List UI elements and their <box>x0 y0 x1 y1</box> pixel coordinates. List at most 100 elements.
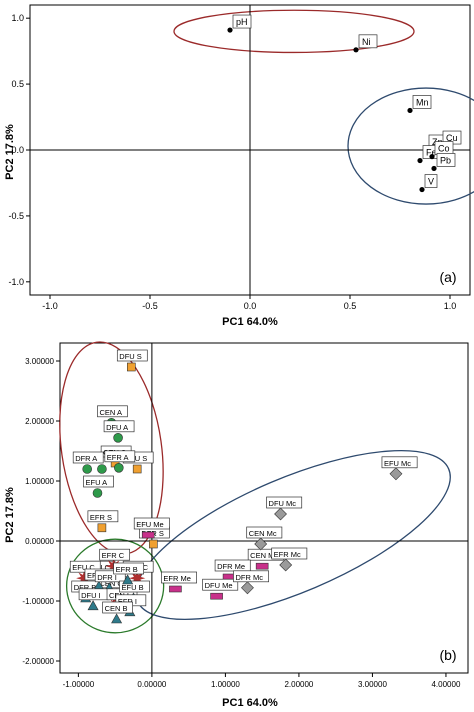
score-label-box <box>102 601 133 614</box>
score-label-text: EFU S <box>125 454 147 463</box>
y-tick-label: 2.00000 <box>25 417 54 426</box>
score-label: EFR A <box>104 450 136 463</box>
x-tick-label: 4.00000 <box>431 680 460 689</box>
score-point: EFU Me <box>133 517 170 539</box>
score-label-text: EFR Mc <box>274 550 301 559</box>
score-label-text: EFU C <box>72 563 95 572</box>
score-label: EFR B <box>113 562 144 575</box>
x-axis-label-b: PC1 64.0% <box>222 697 278 709</box>
score-label: EFU A <box>83 475 114 488</box>
loading-dot <box>431 165 437 172</box>
score-point <box>97 464 107 474</box>
marker-rect <box>255 562 269 570</box>
y-tick-label: 0.0 <box>11 145 24 155</box>
loading-dot <box>429 153 435 160</box>
ticks-b: -1.00000 0.00000 1.00000 2.00000 3.00000 4.00… <box>22 357 461 689</box>
score-label-box <box>113 562 144 575</box>
y-tick-label: -0.5 <box>8 211 24 221</box>
score-label-box <box>97 405 128 418</box>
marker-rect <box>141 531 155 539</box>
loading-dot <box>353 47 359 53</box>
y-tick-label: 0.00000 <box>25 537 54 546</box>
score-label-text: EFU Mc <box>384 459 411 468</box>
y-tick-label: 0.5 <box>11 79 24 89</box>
marker-circle <box>113 432 123 443</box>
marker-circle <box>92 488 103 498</box>
score-label-box <box>214 559 251 572</box>
x-tick-label: -1.0 <box>42 301 58 311</box>
x-tick-label: 1.00000 <box>211 680 240 689</box>
score-label-text: DFR I <box>97 573 117 582</box>
loading-label-box <box>424 174 438 188</box>
score-point: DFU Me <box>202 578 239 600</box>
ticks-a: -1.0 -0.5 0.0 0.5 1.0 1.0 0.5 0.0 -0.5 -1.0 <box>8 13 456 311</box>
y-axis-label-b: PC2 17.8% <box>4 487 16 543</box>
loading-label: pH <box>236 17 248 27</box>
score-label: EFR Me <box>161 571 197 584</box>
marker-circle <box>82 464 92 474</box>
ellipse-layer-a <box>173 9 474 205</box>
score-label: EFU Mc <box>381 456 418 469</box>
score-point: EFR A <box>104 450 136 473</box>
marker-square <box>132 464 142 474</box>
score-label: DFR I <box>94 570 126 583</box>
score-label-text: DFR A <box>75 454 97 463</box>
score-label-box <box>266 496 303 509</box>
score-label: DFR Me <box>214 559 251 572</box>
score-label-text: EFU A <box>85 478 107 487</box>
panel-label-b: (b) <box>439 647 456 663</box>
loading-label-box <box>358 34 378 49</box>
score-label: CEN B <box>102 601 133 614</box>
loading-point: Pb <box>431 153 456 172</box>
loading-dot <box>417 157 423 164</box>
marker-diamond <box>274 507 287 521</box>
score-label-box <box>246 526 283 539</box>
score-point: EFR Me <box>161 571 197 593</box>
loading-label: Pb <box>440 155 451 165</box>
score-label-text: DFR Mc <box>235 573 263 582</box>
score-point: DFU A <box>103 420 135 443</box>
score-label-box <box>94 570 126 583</box>
marker-square <box>97 523 107 533</box>
loading-label: Mn <box>416 97 429 107</box>
group-ellipse <box>65 538 165 634</box>
loading-point: Mn <box>407 95 432 114</box>
loading-point: Co <box>429 141 454 160</box>
panel-a: -1.0 -0.5 0.0 0.5 1.0 1.0 0.5 0.0 -0.5 -1.0 pH Ni M… <box>4 4 474 328</box>
points-a: pHNiMnZnCuFeCoPbV <box>227 14 462 193</box>
score-group-diamond: EFU Mc DFU Mc CEN Mc EFR Mc DFR Mc <box>233 456 418 595</box>
y-tick-label: -2.00000 <box>22 657 54 666</box>
loading-dot <box>407 107 413 114</box>
marker-circle <box>97 464 107 474</box>
score-point: EFU A <box>83 475 114 498</box>
score-label: DFU S <box>116 349 148 362</box>
score-point: DFR A <box>72 451 104 474</box>
score-group-rect: EFU Me EFR Me CEN Me DFR Me DFU Me <box>133 517 284 600</box>
score-label-box <box>161 571 197 584</box>
score-label-box <box>271 547 308 560</box>
score-label-text: DFU Mc <box>269 499 297 508</box>
loading-label-box <box>232 14 252 29</box>
score-label-box <box>99 548 131 561</box>
x-tick-label: -0.5 <box>142 301 158 311</box>
x-axis-label-a: PC1 64.0% <box>222 316 278 328</box>
score-label-text: CEN Mc <box>249 529 277 538</box>
score-label-text: EFR I <box>118 597 137 606</box>
score-point: CEN Mc <box>246 526 283 551</box>
score-label-text: CEN A <box>99 408 122 417</box>
score-label-text: DFU S <box>119 352 142 361</box>
score-label-text: EFR C <box>102 551 125 560</box>
x-tick-label: 3.00000 <box>358 680 387 689</box>
score-point: CEN B <box>102 601 133 624</box>
marker-square <box>127 362 136 372</box>
zero-axes-a <box>30 5 470 295</box>
y-tick-label: -1.00000 <box>22 597 54 606</box>
score-label-text: CEN C <box>99 579 123 588</box>
score-label-text: EFR Me <box>163 574 191 583</box>
marker-diamond <box>389 467 403 481</box>
loading-point: pH <box>227 14 252 33</box>
score-label-box <box>119 580 150 593</box>
loading-label: Cu <box>446 133 458 143</box>
score-label-text: EFR A <box>107 453 129 462</box>
